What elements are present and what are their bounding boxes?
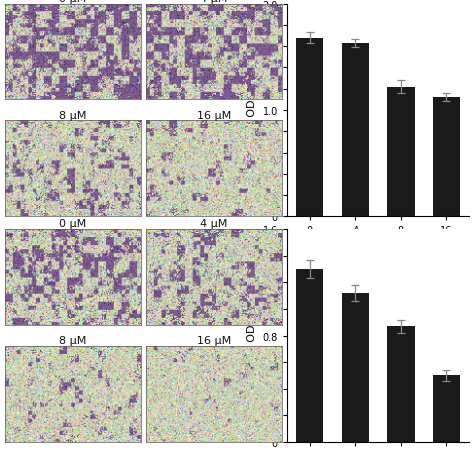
Title: 16 μM: 16 μM: [197, 336, 231, 345]
Bar: [341, 44, 369, 217]
Title: 8 μM: 8 μM: [59, 336, 86, 345]
Title: 0 μM: 0 μM: [59, 0, 86, 4]
Bar: [296, 269, 323, 442]
X-axis label: Concentration (μM): Concentration (μM): [317, 241, 439, 251]
Title: 16 μM: 16 μM: [197, 110, 231, 120]
Title: 0 μM: 0 μM: [59, 219, 86, 229]
Title: 8 μM: 8 μM: [59, 110, 86, 120]
Title: 4 μM: 4 μM: [201, 0, 228, 4]
Y-axis label: 480 nm OD values: 480 nm OD values: [247, 284, 257, 387]
Y-axis label: 480 nm OD values: 480 nm OD values: [247, 59, 257, 162]
Bar: [296, 38, 323, 217]
Bar: [433, 98, 460, 217]
Bar: [387, 87, 414, 217]
Title: 4 μM: 4 μM: [201, 219, 228, 229]
Bar: [341, 293, 369, 442]
Bar: [387, 327, 414, 442]
Bar: [433, 376, 460, 442]
